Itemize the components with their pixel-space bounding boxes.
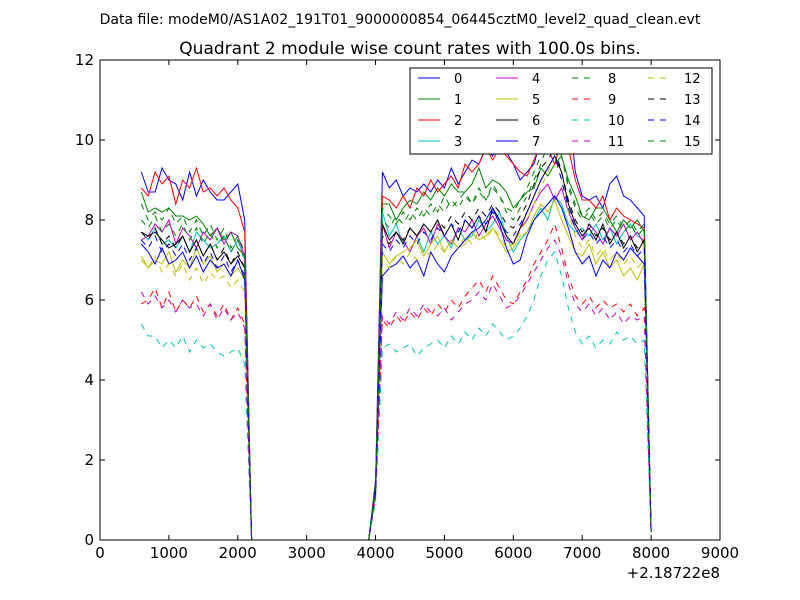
legend-label-14: 14 bbox=[684, 114, 701, 129]
series-line-8 bbox=[140, 126, 652, 541]
x-tick-label: 4000 bbox=[356, 544, 394, 562]
legend-label-2: 2 bbox=[454, 114, 462, 129]
legend-label-10: 10 bbox=[608, 114, 625, 129]
x-tick-label: 5000 bbox=[425, 544, 463, 562]
y-tick-label: 4 bbox=[84, 371, 94, 389]
series-line-7 bbox=[140, 195, 652, 541]
y-tick-label: 8 bbox=[84, 211, 94, 229]
x-tick-label: 1000 bbox=[150, 544, 188, 562]
legend-label-11: 11 bbox=[608, 135, 625, 150]
series-lines bbox=[140, 94, 652, 541]
series-line-12 bbox=[140, 154, 652, 541]
x-tick-label: 7000 bbox=[563, 544, 601, 562]
x-tick-label: 9000 bbox=[701, 544, 739, 562]
series-line-13 bbox=[140, 146, 652, 541]
legend-label-4: 4 bbox=[532, 72, 540, 87]
legend-label-13: 13 bbox=[684, 93, 701, 108]
legend-label-7: 7 bbox=[532, 135, 540, 150]
y-tick-label: 12 bbox=[75, 51, 94, 69]
legend-label-6: 6 bbox=[532, 114, 540, 129]
chart-title: Quadrant 2 module wise count rates with … bbox=[179, 39, 640, 59]
x-tick-label: 0 bbox=[95, 544, 105, 562]
x-offset-label: +2.18722e8 bbox=[627, 564, 720, 582]
x-tick-label: 2000 bbox=[219, 544, 257, 562]
legend-label-9: 9 bbox=[608, 93, 616, 108]
x-tick-label: 8000 bbox=[632, 544, 670, 562]
legend-label-0: 0 bbox=[454, 72, 462, 87]
series-line-1 bbox=[140, 154, 652, 541]
y-tick-label: 10 bbox=[75, 131, 94, 149]
series-line-9 bbox=[141, 222, 652, 541]
y-tick-label: 0 bbox=[84, 531, 94, 549]
y-tick-label: 2 bbox=[84, 451, 94, 469]
legend-label-5: 5 bbox=[532, 93, 540, 108]
legend-label-15: 15 bbox=[684, 135, 701, 150]
data-file-caption: Data file: modeM0/AS1A02_191T01_90000008… bbox=[100, 12, 701, 28]
axis-ticks: 0 1000 2000 3000 4000 5000 6000 7000 8000 9000 0 2 4… bbox=[75, 51, 739, 562]
plot-area: 0 1000 2000 3000 4000 5000 6000 7000 8000 9000 0 2 4… bbox=[75, 51, 739, 562]
legend-label-3: 3 bbox=[454, 135, 462, 150]
x-tick-label: 6000 bbox=[494, 544, 532, 562]
series-line-14 bbox=[140, 154, 652, 541]
legend-box bbox=[409, 67, 713, 155]
legend-label-8: 8 bbox=[608, 72, 616, 87]
y-tick-label: 6 bbox=[84, 291, 94, 309]
series-line-11 bbox=[140, 239, 652, 541]
series-line-10 bbox=[140, 250, 652, 541]
x-tick-label: 3000 bbox=[288, 544, 326, 562]
legend-label-12: 12 bbox=[684, 72, 701, 87]
legend-label-1: 1 bbox=[454, 93, 462, 108]
